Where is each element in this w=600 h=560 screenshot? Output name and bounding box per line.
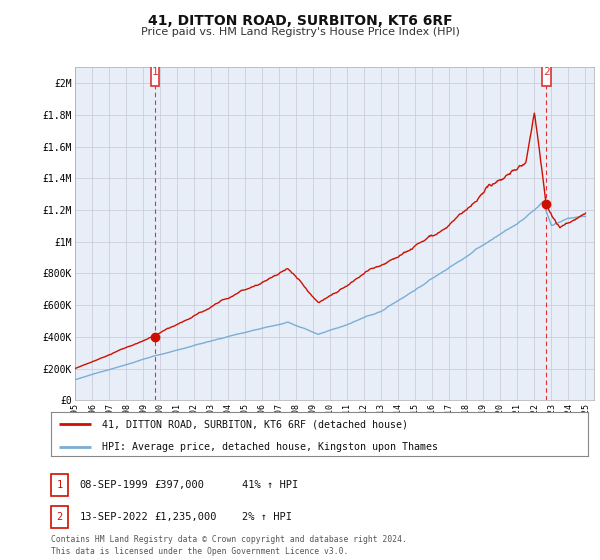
Text: 41, DITTON ROAD, SURBITON, KT6 6RF: 41, DITTON ROAD, SURBITON, KT6 6RF bbox=[148, 14, 452, 28]
Text: £397,000: £397,000 bbox=[155, 480, 205, 490]
FancyBboxPatch shape bbox=[542, 59, 551, 86]
Text: Contains HM Land Registry data © Crown copyright and database right 2024.
This d: Contains HM Land Registry data © Crown c… bbox=[51, 535, 407, 556]
Text: 2: 2 bbox=[56, 512, 62, 522]
Text: HPI: Average price, detached house, Kingston upon Thames: HPI: Average price, detached house, King… bbox=[102, 441, 438, 451]
Text: £1,235,000: £1,235,000 bbox=[155, 512, 217, 522]
Text: 1: 1 bbox=[152, 67, 158, 77]
Text: 41, DITTON ROAD, SURBITON, KT6 6RF (detached house): 41, DITTON ROAD, SURBITON, KT6 6RF (deta… bbox=[102, 419, 408, 429]
Text: 2% ↑ HPI: 2% ↑ HPI bbox=[242, 512, 292, 522]
Text: 1: 1 bbox=[56, 480, 62, 490]
Text: 08-SEP-1999: 08-SEP-1999 bbox=[80, 480, 149, 490]
Text: 13-SEP-2022: 13-SEP-2022 bbox=[80, 512, 149, 522]
Text: Price paid vs. HM Land Registry's House Price Index (HPI): Price paid vs. HM Land Registry's House … bbox=[140, 27, 460, 37]
Text: 41% ↑ HPI: 41% ↑ HPI bbox=[242, 480, 298, 490]
Text: 2: 2 bbox=[543, 67, 550, 77]
FancyBboxPatch shape bbox=[151, 59, 159, 86]
